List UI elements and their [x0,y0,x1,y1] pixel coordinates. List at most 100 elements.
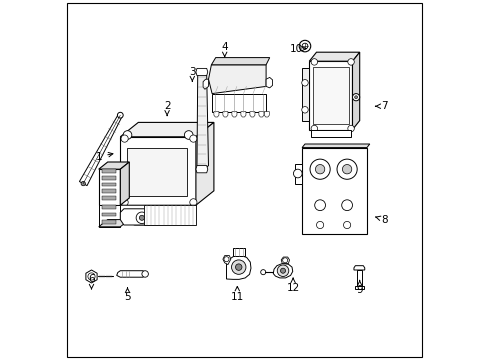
Polygon shape [197,72,208,169]
Circle shape [121,199,128,206]
Polygon shape [223,256,230,265]
Polygon shape [232,248,244,256]
Circle shape [299,40,310,52]
Bar [102,169,116,173]
Polygon shape [302,68,309,121]
Text: 5: 5 [124,292,131,302]
Circle shape [309,159,329,179]
Polygon shape [203,79,208,89]
Circle shape [235,264,242,270]
Text: 8: 8 [381,215,387,225]
Polygon shape [99,162,129,169]
Polygon shape [196,166,207,173]
Circle shape [139,215,144,220]
Bar [102,196,116,200]
Circle shape [136,212,147,224]
Circle shape [142,271,148,277]
Circle shape [293,169,302,178]
Circle shape [314,200,325,211]
Polygon shape [309,61,352,130]
Circle shape [277,265,288,276]
Polygon shape [249,112,254,117]
Polygon shape [309,52,359,61]
Polygon shape [120,122,213,137]
Polygon shape [281,257,289,264]
Polygon shape [258,112,264,117]
Polygon shape [294,164,302,184]
Bar [102,205,116,209]
Text: 3: 3 [188,67,195,77]
Circle shape [352,94,359,101]
Polygon shape [143,205,196,225]
Circle shape [280,268,285,273]
Circle shape [282,258,287,263]
Circle shape [81,181,85,186]
Circle shape [342,165,351,174]
Circle shape [354,96,357,99]
Circle shape [310,125,317,132]
Text: 6: 6 [88,274,95,284]
Polygon shape [302,148,366,234]
Polygon shape [99,220,129,227]
Bar [102,213,116,216]
Text: 1: 1 [95,152,102,162]
Polygon shape [86,270,97,283]
Polygon shape [120,137,196,205]
Polygon shape [208,65,265,94]
Polygon shape [223,112,227,117]
Polygon shape [79,114,122,186]
Polygon shape [356,270,361,286]
Circle shape [316,221,323,229]
Circle shape [117,112,123,118]
Circle shape [347,59,354,65]
Polygon shape [99,205,120,227]
Circle shape [343,221,350,229]
Polygon shape [213,112,219,117]
Circle shape [260,270,265,275]
Circle shape [315,165,324,174]
Bar [102,183,116,186]
Polygon shape [310,130,350,137]
Circle shape [184,131,193,139]
Polygon shape [354,286,363,289]
Polygon shape [264,112,269,117]
Polygon shape [120,205,196,225]
Polygon shape [211,58,269,65]
Circle shape [224,257,228,262]
Circle shape [301,107,307,113]
Polygon shape [231,112,237,117]
Polygon shape [241,112,245,117]
Circle shape [121,135,128,142]
Polygon shape [99,169,120,205]
Polygon shape [120,162,129,205]
Bar [102,189,116,193]
Circle shape [341,200,352,211]
Bar [127,148,186,196]
Polygon shape [302,144,369,148]
Polygon shape [226,256,250,279]
Text: 10: 10 [289,44,303,54]
Polygon shape [273,264,292,278]
Circle shape [347,125,354,132]
Circle shape [123,131,132,139]
Polygon shape [117,271,145,277]
Circle shape [88,273,95,280]
Circle shape [189,199,197,206]
Circle shape [189,135,197,142]
Text: 4: 4 [221,42,227,52]
Polygon shape [196,122,213,205]
Text: 12: 12 [286,283,299,293]
Circle shape [231,260,245,274]
Polygon shape [265,77,272,88]
Text: 7: 7 [381,101,387,111]
Text: 11: 11 [230,292,244,302]
Polygon shape [212,94,265,112]
Bar [312,67,348,124]
Polygon shape [353,266,364,270]
Text: 9: 9 [356,285,362,295]
Circle shape [336,159,356,179]
Circle shape [301,80,307,86]
Polygon shape [196,68,207,76]
Circle shape [302,43,307,49]
Bar [102,220,116,224]
